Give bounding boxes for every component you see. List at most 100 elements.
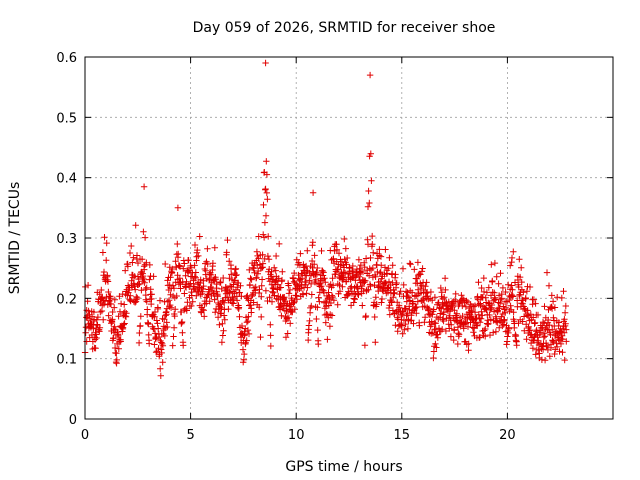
grid — [85, 57, 613, 419]
data-point — [107, 300, 115, 308]
data-point — [543, 342, 551, 349]
data-point — [365, 187, 372, 195]
data-point — [189, 298, 196, 305]
data-point — [443, 315, 450, 322]
data-point — [140, 275, 147, 283]
data-point — [258, 313, 265, 321]
data-point — [166, 281, 173, 289]
data-point — [385, 265, 392, 272]
data-point — [182, 272, 189, 279]
data-point — [96, 324, 104, 331]
data-point — [365, 272, 373, 279]
data-points — [81, 59, 570, 379]
data-point — [561, 316, 568, 323]
data-point — [287, 320, 294, 327]
data-point — [548, 292, 555, 299]
y-tick-labels: 0 0.1 0.2 0.3 0.4 0.5 0.6 — [56, 51, 77, 428]
data-point — [351, 296, 358, 303]
data-point — [223, 249, 230, 256]
data-point — [264, 297, 271, 305]
data-point — [245, 330, 253, 338]
data-point — [141, 234, 149, 241]
data-point — [256, 286, 263, 293]
data-point — [217, 278, 224, 286]
data-point — [164, 323, 171, 331]
data-point — [546, 353, 553, 360]
data-point — [344, 254, 351, 262]
data-point — [140, 228, 147, 235]
data-point — [199, 285, 207, 293]
data-point — [441, 275, 449, 282]
data-point — [547, 331, 554, 338]
plot-frame — [84, 56, 614, 420]
data-point — [267, 321, 274, 328]
data-point — [438, 289, 445, 296]
data-point — [366, 199, 373, 207]
data-point — [357, 269, 364, 277]
data-point — [276, 306, 284, 313]
data-point — [141, 266, 148, 273]
data-point — [124, 263, 132, 270]
data-point — [302, 278, 310, 286]
data-point — [305, 336, 312, 344]
data-point — [291, 269, 298, 277]
data-point — [235, 304, 243, 311]
data-point — [151, 341, 158, 348]
data-point — [367, 282, 374, 290]
data-point — [322, 319, 329, 326]
data-point — [531, 333, 538, 340]
data-point — [260, 234, 268, 241]
data-point — [248, 276, 255, 283]
data-point — [276, 240, 283, 248]
data-point — [263, 158, 270, 165]
data-point — [93, 334, 100, 342]
data-point — [375, 283, 383, 290]
data-point — [170, 324, 178, 331]
data-point — [400, 281, 407, 289]
data-point — [297, 250, 304, 257]
data-point — [211, 244, 218, 251]
data-point — [529, 345, 537, 352]
data-point — [298, 285, 305, 292]
data-point — [162, 260, 169, 268]
data-point — [402, 320, 409, 328]
data-point — [321, 275, 328, 282]
data-point — [481, 327, 488, 334]
data-point — [358, 282, 366, 290]
data-point — [510, 309, 517, 316]
data-point — [234, 284, 241, 291]
data-point — [531, 320, 538, 327]
data-point — [454, 324, 462, 331]
data-point — [515, 320, 522, 327]
data-point — [365, 286, 372, 293]
data-point — [221, 316, 228, 323]
data-point — [516, 256, 523, 263]
data-point — [501, 316, 508, 323]
data-point — [252, 283, 259, 291]
data-point — [311, 261, 318, 268]
data-point — [167, 274, 174, 281]
data-point — [376, 246, 383, 253]
data-point — [412, 304, 419, 311]
data-point — [135, 281, 142, 288]
data-point — [435, 299, 442, 306]
data-point — [404, 325, 412, 332]
data-point — [209, 260, 217, 267]
data-point — [255, 255, 262, 262]
data-point — [185, 257, 192, 264]
data-point — [366, 71, 374, 79]
data-point — [505, 325, 513, 333]
data-point — [180, 265, 187, 272]
data-point — [238, 322, 246, 330]
data-point — [468, 308, 476, 315]
data-point — [152, 349, 160, 356]
data-point — [335, 250, 343, 257]
data-point — [543, 269, 551, 276]
data-point — [314, 304, 321, 311]
data-point — [213, 280, 220, 288]
data-point — [140, 183, 148, 190]
data-point — [313, 270, 321, 278]
data-point — [428, 330, 435, 337]
data-point — [442, 286, 449, 294]
data-point — [551, 304, 559, 311]
